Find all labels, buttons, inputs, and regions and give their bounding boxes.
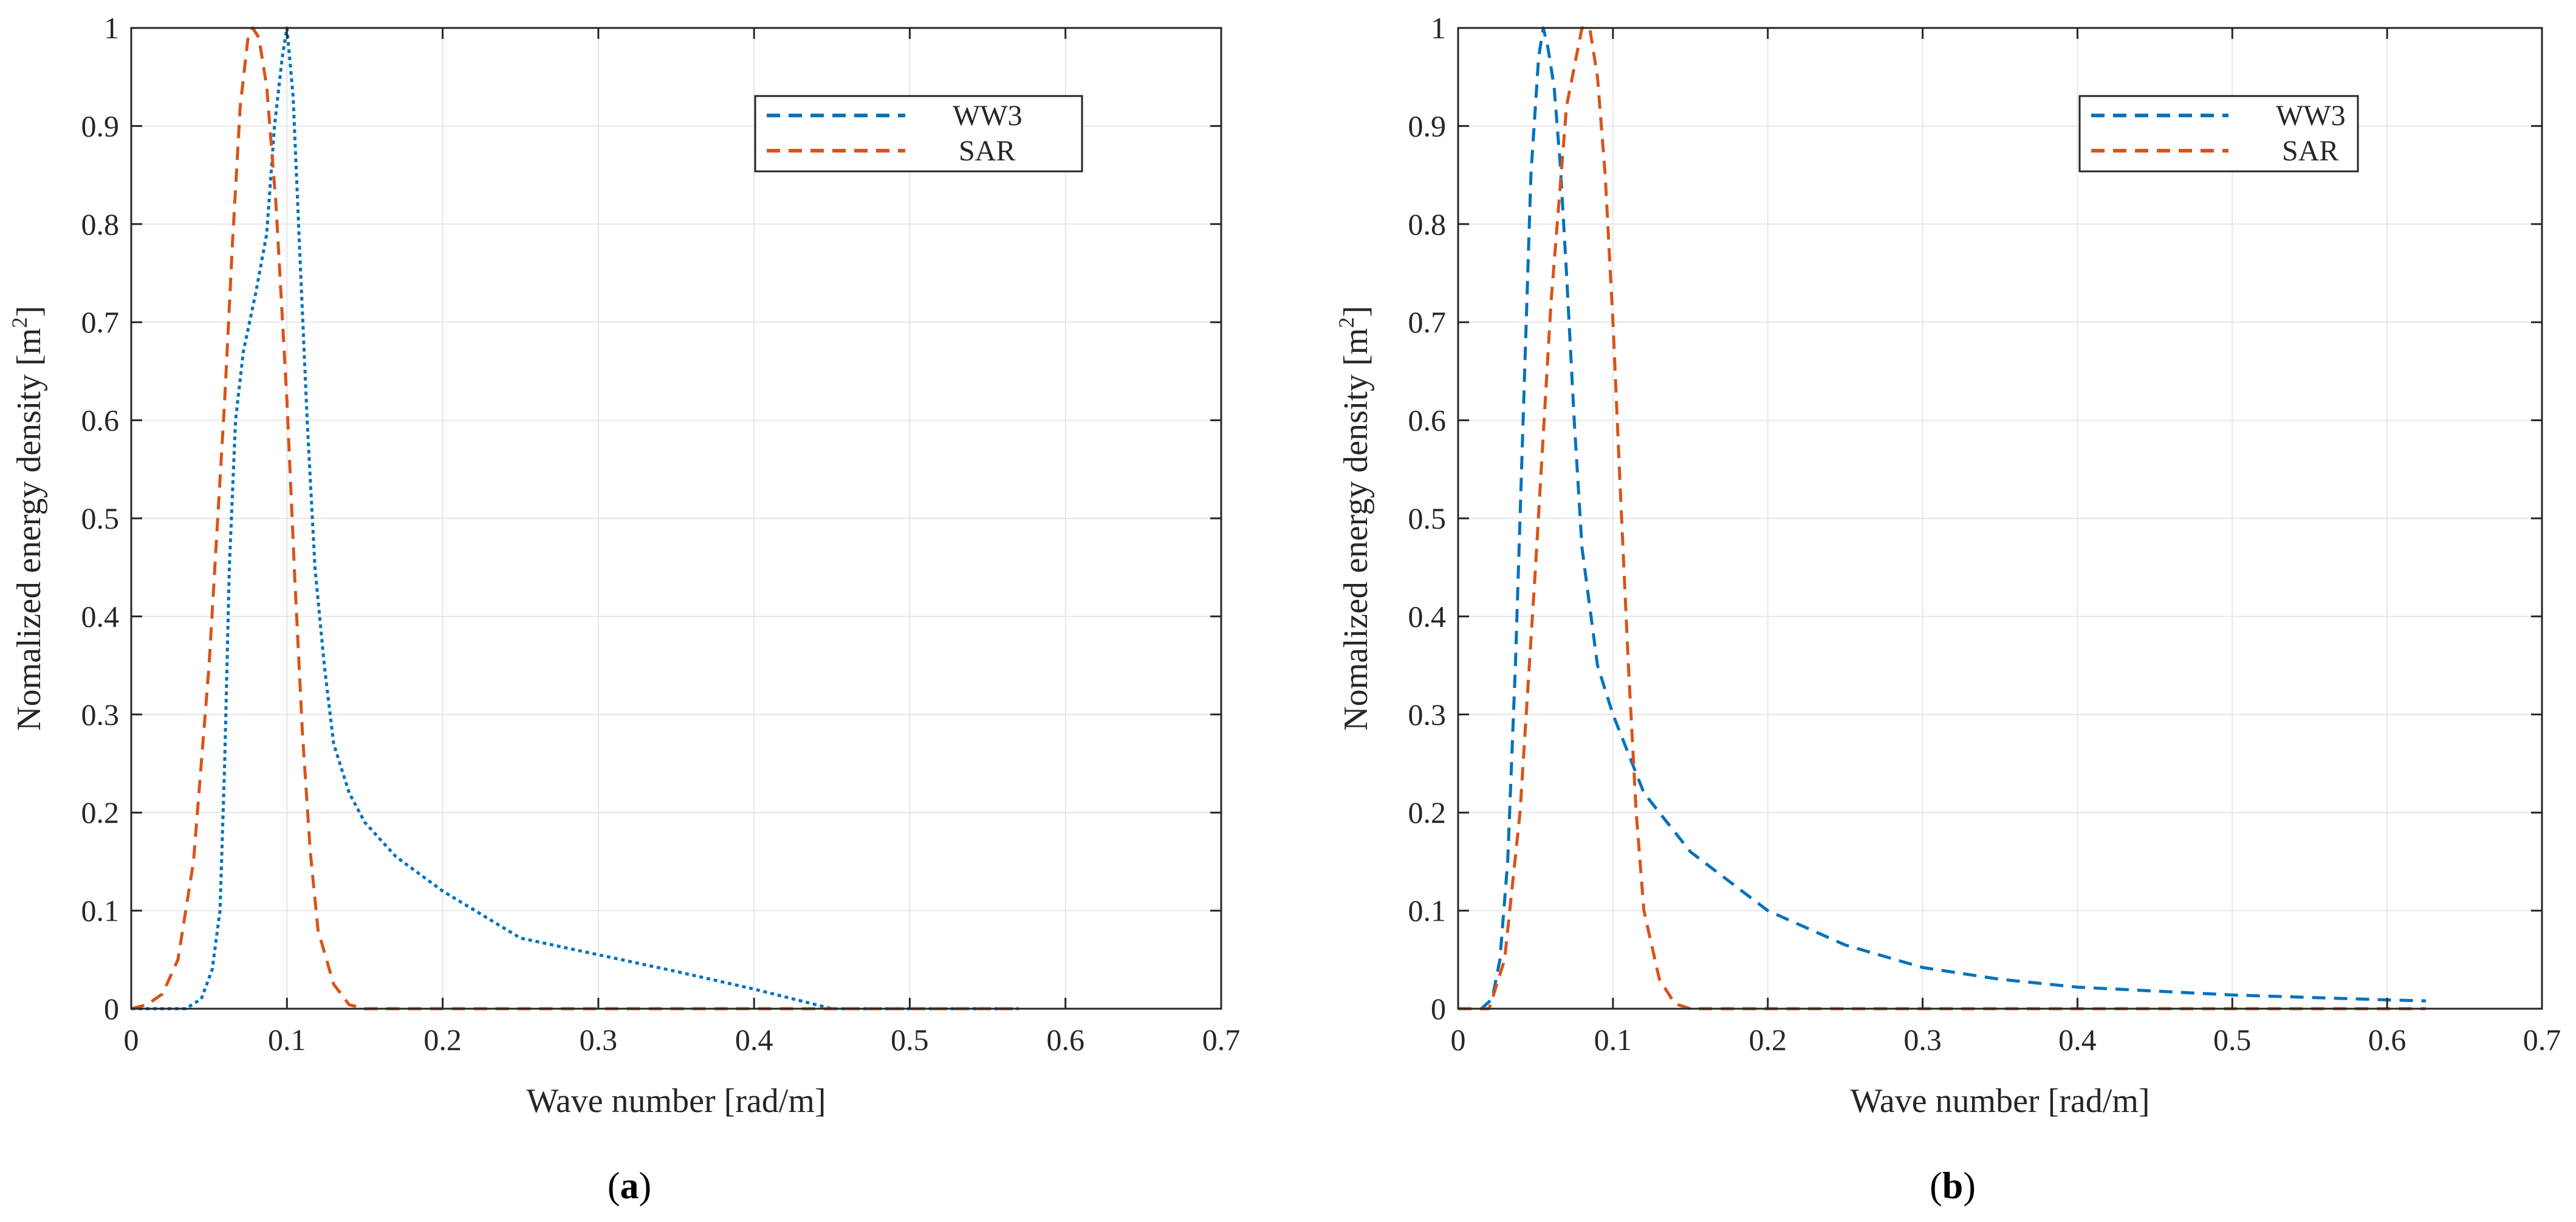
chart-panel-a: 0 0.1 0.2 0.3 0.4 0.5 0.6 0.7 0 0.1 0.2 0.3 0.4 0.5 0.… — [7, 11, 1240, 1207]
y-tick-label: 0.7 — [1408, 305, 1447, 339]
x-tick-label: 0.6 — [2368, 1023, 2406, 1057]
y-tick-label: 0.2 — [1408, 795, 1447, 829]
y-tick-label: 0.4 — [1408, 599, 1447, 633]
x-tick-label: 0.4 — [735, 1023, 773, 1057]
legend-label-sar: SAR — [959, 135, 1015, 167]
y-axis-label: Nomalized energy density [m2] — [1334, 306, 1375, 731]
y-tick-label: 1 — [1431, 11, 1446, 45]
x-tick-label: 0.1 — [1594, 1023, 1632, 1057]
caption-close-paren: ) — [639, 1165, 652, 1207]
y-tick-label: 0.5 — [1408, 501, 1447, 535]
y-tick-label: 0.6 — [1408, 403, 1447, 438]
y-tick-label: 0.5 — [81, 501, 120, 535]
y-tick-label: 0.8 — [81, 207, 120, 241]
legend-box — [754, 95, 1083, 173]
series-line-ww3 — [1458, 26, 2426, 1011]
x-tick-label: 0.1 — [268, 1023, 306, 1057]
y-axis-label-superscript: 2 — [1334, 317, 1358, 328]
caption-letter: a — [620, 1165, 639, 1207]
y-tick-label: 1 — [104, 11, 119, 45]
y-tick-label: 0 — [104, 992, 119, 1026]
y-tick-label: 0.4 — [81, 599, 120, 633]
legend-label-ww3: WW3 — [2276, 100, 2346, 132]
x-tick-label: 0.3 — [1903, 1023, 1942, 1057]
x-tick-label: 0.6 — [1046, 1023, 1084, 1057]
y-tick-label: 0.9 — [1408, 109, 1447, 143]
x-axis-label: Wave number [rad/m] — [526, 1082, 826, 1120]
x-tick-label: 0.7 — [2523, 1023, 2561, 1057]
x-tick-label: 0.7 — [1202, 1023, 1241, 1057]
y-tick-label: 0.3 — [81, 698, 120, 732]
legend-box — [2078, 95, 2359, 173]
y-axis-label-end: ] — [10, 306, 48, 317]
axis-ticks: 0 0.1 0.2 0.3 0.4 0.5 0.6 0.7 0 0.1 0.2 0.3 0.4 0.5 0.… — [1408, 11, 2561, 1057]
x-tick-label: 0.4 — [2058, 1023, 2097, 1057]
y-axis-label: Nomalized energy density [m2] — [7, 306, 48, 731]
y-tick-label: 0.1 — [1408, 894, 1447, 928]
y-axis-label-main: Nomalized energy density [m — [10, 328, 48, 731]
y-tick-label: 0.1 — [81, 894, 120, 928]
x-tick-label: 0.2 — [1749, 1023, 1787, 1057]
y-tick-label: 0.7 — [81, 305, 120, 339]
x-tick-label: 0.5 — [891, 1023, 929, 1057]
caption-open-paren: ( — [608, 1165, 620, 1207]
legend: WW3 SAR — [2078, 95, 2359, 173]
legend-label-ww3: WW3 — [953, 100, 1023, 132]
y-tick-label: 0.3 — [1408, 698, 1447, 732]
chart-panel-b: 0 0.1 0.2 0.3 0.4 0.5 0.6 0.7 0 0.1 0.2 0.3 0.4 0.5 0.… — [1334, 11, 2561, 1207]
y-axis-label-superscript: 2 — [7, 317, 32, 328]
panel-caption-a: (a) — [608, 1165, 651, 1207]
panel-caption-b: (b) — [1930, 1165, 1976, 1207]
y-axis-label-end: ] — [1337, 306, 1375, 317]
axis-ticks: 0 0.1 0.2 0.3 0.4 0.5 0.6 0.7 0 0.1 0.2 0.3 0.4 0.5 0.… — [81, 11, 1241, 1057]
caption-close-paren: ) — [1963, 1165, 1976, 1207]
x-tick-label: 0 — [1451, 1023, 1466, 1057]
x-tick-label: 0.5 — [2213, 1023, 2252, 1057]
y-tick-label: 0.8 — [1408, 207, 1447, 241]
y-tick-label: 0.2 — [81, 795, 120, 829]
caption-letter: b — [1942, 1165, 1963, 1207]
caption-open-paren: ( — [1930, 1165, 1942, 1207]
legend-label-sar: SAR — [2282, 135, 2338, 167]
x-tick-label: 0.3 — [580, 1023, 618, 1057]
x-tick-label: 0.2 — [423, 1023, 462, 1057]
y-tick-label: 0.6 — [81, 403, 120, 438]
y-axis-label-main: Nomalized energy density [m — [1337, 328, 1375, 731]
y-tick-label: 0.9 — [81, 109, 120, 143]
y-tick-label: 0 — [1431, 992, 1446, 1026]
legend: WW3 SAR — [754, 95, 1083, 173]
x-tick-label: 0 — [124, 1023, 139, 1057]
x-axis-label: Wave number [rad/m] — [1850, 1082, 2150, 1120]
